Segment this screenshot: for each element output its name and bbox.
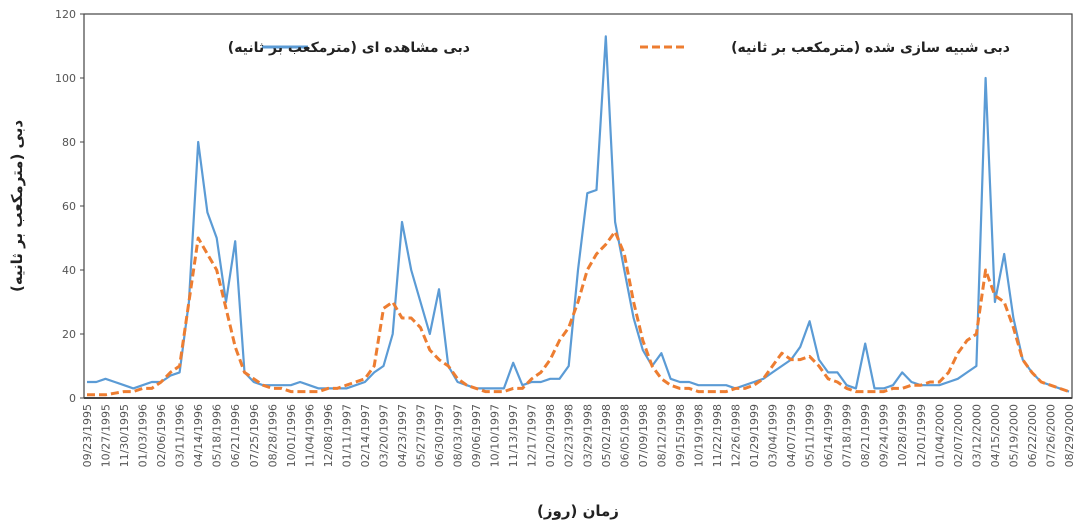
y-tick-label: 100 [55,72,76,85]
x-tick-label: 05/18/1996 [211,404,224,467]
x-tick-label: 11/13/1997 [507,404,520,467]
x-tick-label: 06/05/1998 [618,404,631,467]
x-tick-label: 01/04/2000 [933,404,946,467]
x-tick-label: 09/23/1995 [81,404,94,467]
x-tick-label: 01/20/1998 [544,404,557,467]
x-tick-label: 01/03/1996 [137,404,150,467]
x-tick-label: 03/11/1996 [174,404,187,467]
x-tick-label: 08/29/2000 [1063,404,1075,467]
x-tick-label: 05/11/1999 [804,404,817,467]
x-tick-label: 12/26/1998 [729,404,742,467]
legend-label: دبی شبیه سازی شده (مترمکعب بر ثانیه) [731,40,1010,56]
x-tick-label: 04/23/1997 [396,404,409,467]
x-tick-label: 05/19/2000 [1007,404,1020,467]
x-tick-label: 03/20/1997 [377,404,390,467]
x-tick-label: 12/17/1997 [526,404,539,467]
y-tick-label: 80 [62,136,76,149]
x-tick-label: 11/30/1995 [118,404,131,467]
legend-label: دبی مشاهده ای (مترمکعب بر ثانیه) [228,40,470,56]
x-tick-label: 02/06/1996 [155,404,168,467]
y-tick-label: 40 [62,264,76,277]
x-tick-label: 09/06/1997 [470,404,483,467]
x-tick-label: 07/09/1998 [637,404,650,467]
x-tick-label: 08/12/1998 [655,404,668,467]
x-tick-label: 11/04/1996 [303,404,316,467]
x-tick-label: 07/25/1996 [248,404,261,467]
x-tick-label: 08/03/1997 [452,404,465,467]
x-tick-label: 06/21/1996 [229,404,242,467]
x-tick-label: 02/23/1998 [563,404,576,467]
x-tick-label: 12/01/1999 [915,404,928,467]
y-tick-label: 120 [55,8,76,21]
x-tick-label: 08/28/1996 [266,404,279,467]
x-tick-label: 04/14/1996 [192,404,205,467]
x-tick-label: 10/19/1998 [692,404,705,467]
x-tick-label: 09/24/1999 [878,404,891,467]
x-tick-label: 03/29/1998 [581,404,594,467]
x-tick-label: 07/26/2000 [1044,404,1057,467]
y-tick-label: 60 [62,200,76,213]
x-tick-label: 06/14/1999 [822,404,835,467]
x-tick-label: 10/01/1996 [285,404,298,467]
x-tick-label: 04/07/1999 [785,404,798,467]
x-tick-label: 12/08/1996 [322,404,335,467]
x-tick-label: 11/22/1998 [711,404,724,467]
x-tick-label: 05/02/1998 [600,404,613,467]
x-tick-label: 06/22/2000 [1026,404,1039,467]
y-tick-label: 0 [69,392,76,405]
x-tick-label: 10/10/1997 [489,404,502,467]
x-tick-label: 04/15/2000 [989,404,1002,467]
x-tick-label: 05/27/1997 [415,404,428,467]
x-tick-label: 10/27/1995 [100,404,113,467]
y-tick-label: 20 [62,328,76,341]
series-line [87,230,1070,397]
x-tick-label: 01/11/1997 [340,404,353,467]
x-axis-label: زمان (روز) [537,502,619,520]
x-tick-label: 09/15/1998 [674,404,687,467]
series-line [87,35,1070,393]
x-tick-label: 01/29/1999 [748,404,761,467]
x-tick-label: 10/28/1999 [896,404,909,467]
x-tick-label: 07/18/1999 [841,404,854,467]
x-tick-label: 03/12/2000 [970,404,983,467]
y-axis-label: دبی (مترمکعب بر ثانیه) [8,120,26,292]
x-tick-label: 02/14/1997 [359,404,372,467]
x-tick-label: 06/30/1997 [433,404,446,467]
x-tick-label: 08/21/1999 [859,404,872,467]
x-tick-label: 03/04/1999 [767,404,780,467]
x-tick-label: 02/07/2000 [952,404,965,467]
